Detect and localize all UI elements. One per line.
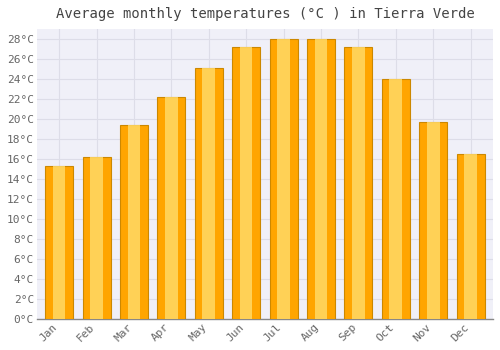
Bar (232, 47, 260, 319)
Bar (419, 122, 447, 319)
Bar (456, 154, 484, 319)
Bar (314, 39, 328, 319)
Bar (195, 68, 223, 319)
Bar (90, 157, 103, 319)
Bar (82, 157, 110, 319)
Bar (464, 154, 477, 319)
Bar (202, 68, 215, 319)
Bar (344, 47, 372, 319)
Bar (270, 39, 297, 319)
Bar (352, 47, 364, 319)
Bar (158, 97, 186, 319)
Title: Average monthly temperatures (°C ) in Tierra Verde: Average monthly temperatures (°C ) in Ti… (56, 7, 474, 21)
Bar (128, 125, 140, 319)
Bar (45, 166, 73, 319)
Bar (240, 47, 252, 319)
Bar (165, 97, 177, 319)
Bar (427, 122, 440, 319)
Bar (53, 166, 66, 319)
Bar (307, 39, 335, 319)
Bar (390, 79, 402, 319)
Bar (120, 125, 148, 319)
Bar (278, 39, 290, 319)
Bar (382, 79, 410, 319)
